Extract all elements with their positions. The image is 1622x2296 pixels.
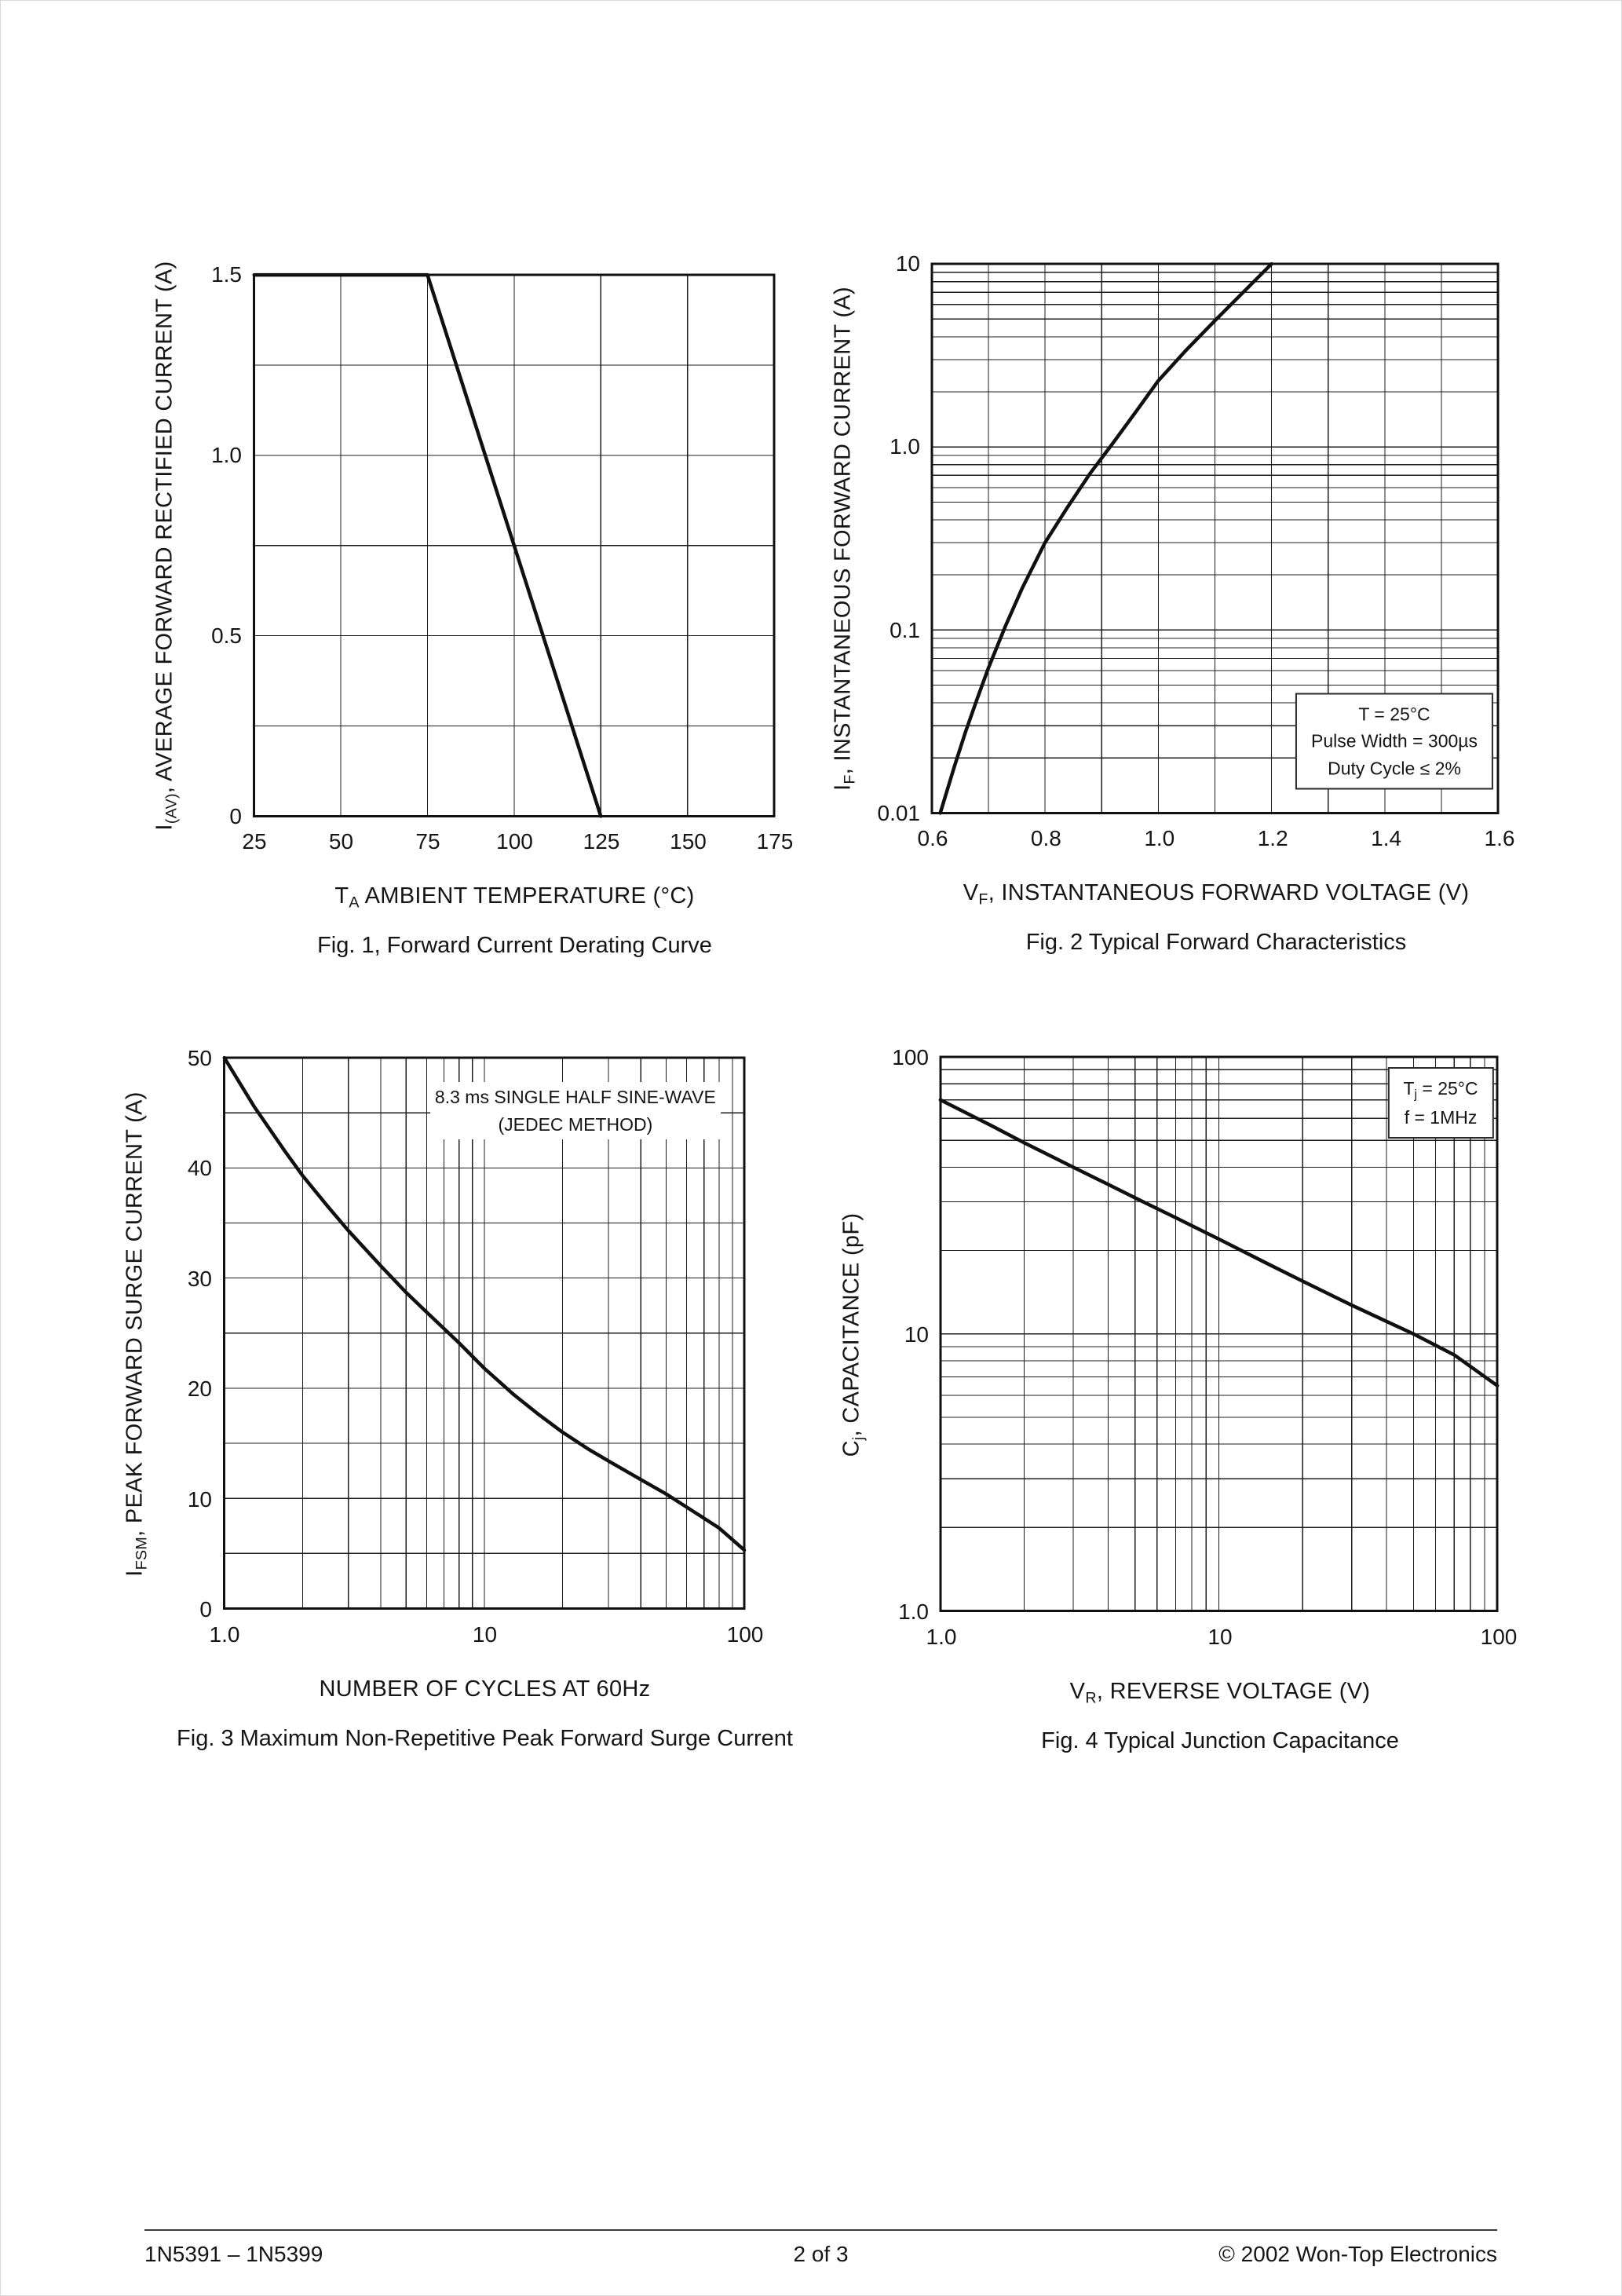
fig1-y-tick-1.0: 1.0: [211, 443, 242, 467]
fig1-curve-derating-curve: [252, 272, 603, 818]
fig2-x-tick-0.8: 0.8: [1030, 826, 1061, 850]
fig1-x-tick-25: 25: [242, 829, 267, 854]
fig2-curve-forward-characteristic: [938, 261, 1273, 815]
fig1-x-tick-175: 175: [756, 829, 794, 854]
fig3-x-axis-title: NUMBER OF CYCLES AT 60Hz: [319, 1676, 651, 1702]
fig3-y-tick-20: 20: [187, 1377, 212, 1402]
fig4-y-axis-title: Cj, CAPACITANCE (pF): [838, 1212, 868, 1457]
fig3-annotation-line: (JEDEC METHOD): [498, 1113, 653, 1135]
fig1-caption: Fig. 1, Forward Current Derating Curve: [317, 933, 712, 958]
fig1-y-tick-1.5: 1.5: [211, 262, 242, 287]
fig1-y-tick-0.5: 0.5: [211, 623, 242, 648]
footer-page-indicator: 2 of 3: [793, 2242, 849, 2266]
fig4-plot-frame: [939, 1055, 1499, 1612]
fig2-x-tick-1.2: 1.2: [1257, 826, 1288, 850]
fig1-x-tick-125: 125: [583, 829, 620, 854]
fig2-y-tick-1.0: 1.0: [890, 434, 920, 459]
fig2-x-axis-title: VF, INSTANTANEOUS FORWARD VOLTAGE (V): [963, 880, 1470, 909]
fig2-annotation-line: Duty Cycle ≤ 2%: [1328, 758, 1461, 779]
fig1-x-tick-75: 75: [415, 829, 440, 854]
fig3-plot-frame: [223, 1056, 746, 1610]
fig3-annotation-line: 8.3 ms SINGLE HALF SINE-WAVE: [434, 1087, 716, 1108]
fig4-x-tick-10: 10: [1207, 1625, 1233, 1649]
fig2-y-tick-0.01: 0.01: [877, 801, 921, 825]
fig2-plot-frame: [930, 262, 1500, 814]
fig3-x-tick-10: 10: [472, 1622, 498, 1647]
fig4-y-tick-1.0: 1.0: [898, 1600, 929, 1624]
fig1-x-tick-150: 150: [670, 829, 707, 854]
fig2-annotation-line: Pulse Width = 300µs: [1310, 730, 1478, 751]
fig4-annotation-line: f = 1MHz: [1404, 1106, 1478, 1128]
footer-part-range: 1N5391 – 1N5399: [144, 2242, 323, 2266]
footer-copyright: © 2002 Won-Top Electronics: [1218, 2242, 1497, 2266]
fig4-x-tick-100: 100: [1480, 1625, 1518, 1649]
fig4-annotation-0: Tj = 25°C f = 1MHz: [1387, 1067, 1494, 1139]
fig4-curve-junction-capacitance: [938, 1098, 1500, 1387]
fig1-x-axis-title: TA AMBIENT TEMPERATURE (°C): [334, 883, 695, 912]
fig1-plot-frame: [253, 273, 776, 817]
fig3-annotation-0: 8.3 ms SINGLE HALF SINE-WAVE (JEDEC METHO…: [429, 1082, 721, 1140]
fig2-annotation-0: T = 25°C Pulse Width = 300µs Duty Cycle ≤ …: [1295, 693, 1494, 790]
fig2-x-tick-1.6: 1.6: [1484, 826, 1515, 850]
fig1-y-tick-0: 0: [229, 804, 242, 828]
fig3-x-tick-1.0: 1.0: [209, 1622, 240, 1647]
fig2-caption: Fig. 2 Typical Forward Characteristics: [1025, 930, 1407, 955]
fig2-annotation-line: T = 25°C: [1358, 704, 1430, 725]
fig2-x-tick-1.4: 1.4: [1371, 826, 1402, 850]
fig1-x-tick-100: 100: [496, 829, 533, 854]
fig2-x-tick-0.6: 0.6: [917, 826, 948, 850]
fig4-y-tick-100: 100: [892, 1045, 929, 1069]
fig2-x-tick-1.0: 1.0: [1144, 826, 1175, 850]
fig1-x-tick-50: 50: [328, 829, 354, 854]
fig2-y-tick-10: 10: [895, 251, 920, 276]
fig3-y-tick-30: 30: [187, 1266, 212, 1291]
fig4-caption: Fig. 4 Typical Junction Capacitance: [1041, 1728, 1399, 1753]
fig3-y-tick-40: 40: [187, 1156, 212, 1181]
fig4-y-tick-10: 10: [904, 1322, 929, 1347]
fig4-x-axis-title: VR, REVERSE VOLTAGE (V): [1069, 1679, 1371, 1707]
fig3-y-tick-0: 0: [199, 1597, 212, 1621]
page-footer: 1N5391 – 1N5399 2 of 3 © 2002 Won-Top El…: [144, 2229, 1497, 2276]
fig3-y-tick-10: 10: [187, 1486, 212, 1512]
fig3-curve-surge-current: [222, 1055, 747, 1552]
fig2-y-tick-0.1: 0.1: [890, 617, 920, 642]
fig3-x-tick-100: 100: [726, 1622, 764, 1647]
fig4-x-tick-1.0: 1.0: [926, 1625, 957, 1649]
fig3-caption: Fig. 3 Maximum Non-Repetitive Peak Forwa…: [177, 1726, 793, 1751]
fig3-y-tick-50: 50: [187, 1046, 212, 1070]
fig4-annotation-line: Tj = 25°C: [1403, 1078, 1478, 1102]
